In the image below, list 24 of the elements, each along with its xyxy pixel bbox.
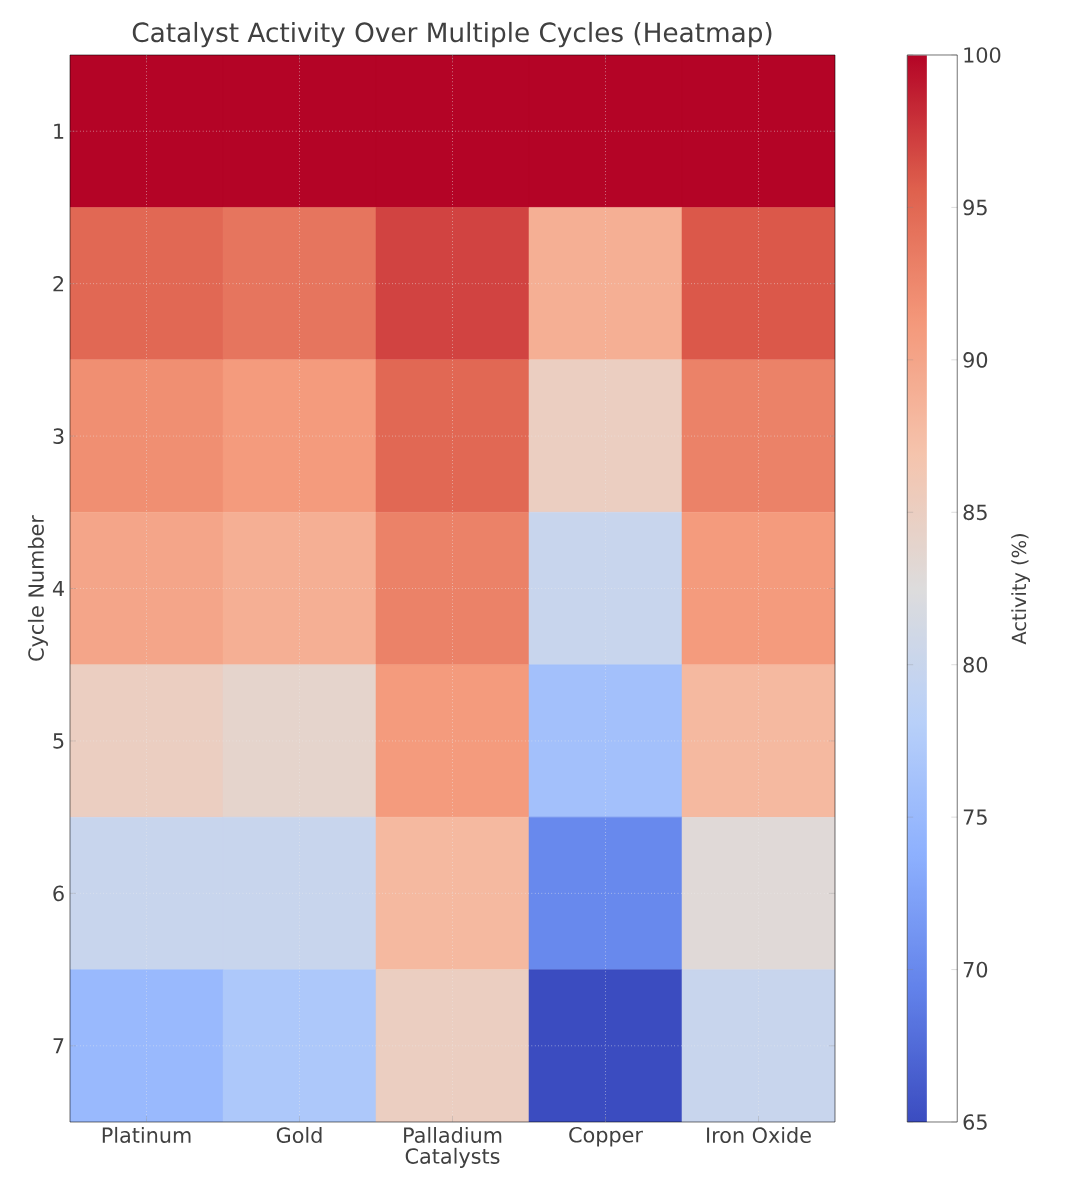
y-tick-label: 1 [54, 123, 64, 139]
color-bar-title: Activity (%) [1011, 534, 1030, 645]
y-tick-label: 2 [53, 275, 64, 292]
y-tick-label: 3 [53, 428, 64, 444]
color-bar-label: 75 [963, 809, 987, 825]
color-bar-label: 95 [963, 199, 987, 216]
color-bar-label: 100 [964, 47, 1001, 63]
x-tick-label: Palladium [404, 1126, 502, 1143]
color-bar-label: 90 [963, 352, 988, 368]
x-tick-label: Copper [569, 1126, 643, 1147]
y-tick-label: 6 [53, 885, 64, 902]
color-bar-label: 65 [963, 1114, 987, 1130]
x-tick-label: Gold [276, 1126, 322, 1143]
x-tick-label: Iron Oxide [707, 1126, 811, 1143]
x-axis-title: Catalysts [405, 1147, 500, 1168]
color-bar-label: 80 [963, 656, 988, 673]
y-tick-label: 7 [53, 1038, 64, 1054]
color-bar-label: 70 [963, 961, 988, 978]
y-axis-title: Cycle Number [27, 515, 48, 661]
y-tick-label: 5 [53, 733, 64, 749]
x-tick-label: Platinum [102, 1126, 191, 1143]
chart-title: Catalyst Activity Over Multiple Cycles (Heatmap) [132, 21, 772, 48]
y-tick-label: 4 [52, 580, 64, 597]
color-bar-label: 85 [963, 504, 987, 521]
